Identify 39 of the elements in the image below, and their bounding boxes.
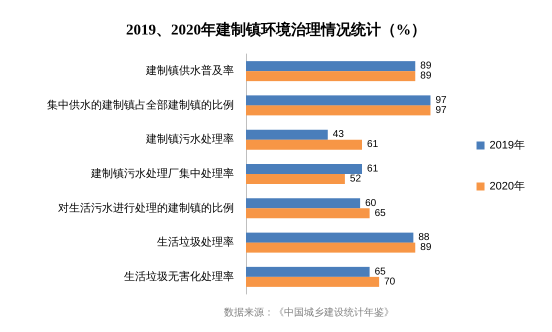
data-label: 61	[367, 139, 379, 150]
source-note: 数据来源：《中国城乡建设统计年鉴》	[224, 306, 394, 318]
bar	[246, 140, 362, 150]
data-label: 97	[435, 94, 448, 106]
y-tick-label: 建制镇供水普及率	[145, 64, 234, 78]
bar	[246, 266, 370, 277]
data-label: 61	[367, 164, 379, 174]
data-label: 89	[420, 242, 432, 254]
y-tick-label: 对生活污水进行处理的建制镇的比例	[58, 201, 234, 214]
data-label: 65	[374, 208, 386, 219]
y-tick-label: 建制镇污水处理率	[145, 132, 234, 146]
bar	[246, 242, 416, 253]
legend-label: 2020年	[490, 180, 526, 192]
bar	[246, 208, 370, 218]
y-tick-label: 集中供水的建制镇占全部建制镇的比例	[47, 98, 234, 112]
data-label: 97	[435, 104, 448, 116]
bar	[246, 61, 416, 72]
bar	[246, 130, 328, 140]
legend-label: 2019年	[490, 140, 526, 152]
data-label: 89	[420, 70, 432, 82]
bar	[246, 232, 414, 243]
bar	[246, 276, 380, 287]
data-label: 89	[420, 60, 432, 72]
y-tick-label: 生活垃圾无害化处理率	[124, 270, 234, 283]
data-label: 52	[350, 174, 362, 184]
bar	[246, 164, 362, 174]
data-label: 60	[365, 198, 377, 209]
bar	[246, 198, 360, 208]
data-label: 88	[418, 232, 430, 244]
data-label: 65	[374, 266, 386, 278]
data-label: 43	[332, 129, 344, 140]
bar	[246, 95, 430, 106]
chart-title: 2019、2020年建制镇环境治理情况统计（%）	[126, 20, 426, 38]
y-tick-label: 生活垃圾处理率	[157, 236, 234, 249]
data-label: 70	[384, 276, 396, 288]
bar	[246, 105, 430, 116]
bar	[246, 174, 345, 184]
y-tick-label: 建制镇污水处理厂集中处理率	[90, 167, 234, 180]
bar	[246, 71, 416, 82]
